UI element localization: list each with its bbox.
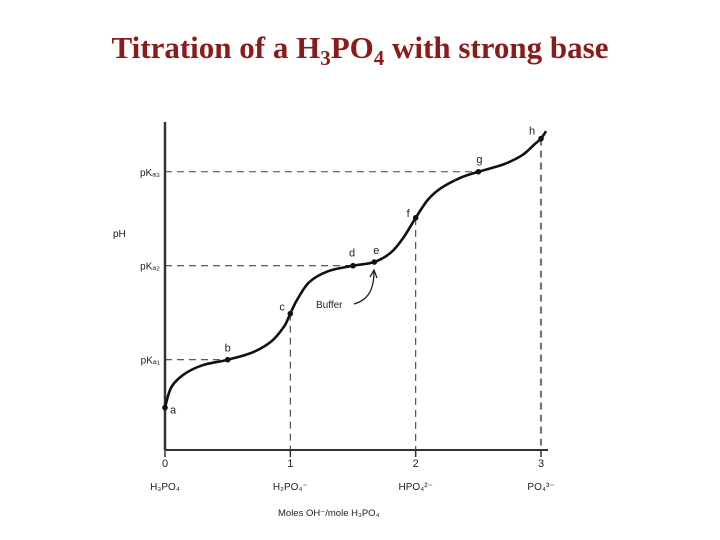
y-tick-label: pKₐ₂ [140,262,160,273]
x-tick-species-label: H₃PO₄ [150,482,180,493]
x-tick-species-label: PO₄³⁻ [527,482,554,493]
x-tick-label: 1 [287,458,293,470]
titration-curve [163,130,548,408]
y-axis-label: pH [113,229,126,240]
title-subscript: 3 [320,46,331,71]
point-c [287,310,294,317]
x-tick-label: 3 [538,458,544,470]
x-tick-label: 0 [162,458,168,470]
point-label-b: b [225,343,231,355]
buffer-arrow [353,270,375,305]
title-text: Titration of a H [111,30,321,65]
y-tick-label: pKₐ₃ [140,168,160,179]
buffer-annotation: Buffer [316,268,378,311]
point-label-e: e [373,245,379,257]
point-label-g: g [476,154,482,166]
point-b [224,356,231,363]
title-text: with strong base [384,30,609,65]
point-label-d: d [349,248,355,260]
point-a [162,404,168,411]
point-f [412,215,419,221]
x-axis-label: Moles OH⁻/mole H₃PO₄ [278,508,380,519]
x-tick-species-label: H₂PO₄⁻ [273,482,308,493]
y-ticks: pKₐ₁ pKₐ₂ pKₐ₃ [140,168,161,367]
title-text: PO [330,30,374,65]
point-label-h: h [529,126,535,138]
slide-title: Titration of a H3PO4 with strong base [0,30,720,71]
data-points: a b c d e f g h [162,126,544,417]
buffer-label: Buffer [316,300,343,311]
point-label-a: a [170,405,177,417]
point-g [475,168,482,175]
point-e [371,259,378,265]
y-tick-label: pKₐ₁ [141,356,161,367]
point-label-f: f [407,208,411,220]
x-tick-species-label: HPO₄²⁻ [398,482,432,493]
point-label-c: c [279,302,285,314]
point-h [538,135,544,142]
title-subscript: 4 [373,46,385,71]
x-ticks: 0 H₃PO₄ 1 H₂PO₄⁻ 2 HPO₄²⁻ 3 PO₄³⁻ [150,450,555,493]
point-d [350,262,356,269]
reference-lines [165,138,543,450]
x-tick-label: 2 [413,458,419,470]
buffer-arrowhead [369,268,378,279]
